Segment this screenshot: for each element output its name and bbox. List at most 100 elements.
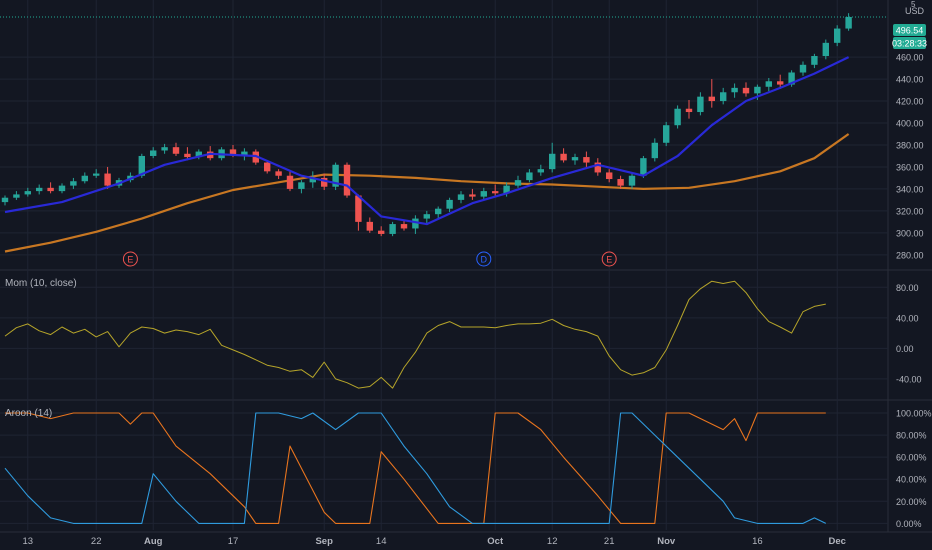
dividend-marker-label: D — [481, 255, 488, 265]
candle-body — [663, 125, 670, 143]
candle-body — [264, 162, 271, 172]
dividend-marker-circle — [476, 251, 492, 267]
candle-body — [138, 155, 145, 176]
grid-layer — [0, 0, 932, 533]
fast-ma-layer — [4, 56, 850, 226]
aroon-layer — [4, 412, 827, 524]
price-y-tick-label: 380.00 — [896, 140, 924, 150]
candle-body — [195, 151, 202, 158]
candle-body — [332, 164, 339, 187]
candle-body — [708, 96, 715, 102]
x-tick-label: Sep — [315, 536, 333, 547]
candle-body — [423, 214, 430, 219]
candle-body — [514, 180, 522, 186]
candle-body — [70, 181, 77, 186]
candle-body — [1, 197, 9, 203]
candle-body — [754, 86, 761, 94]
aroon-down-line — [4, 412, 827, 524]
candle-body — [378, 230, 385, 234]
slow-ma-layer — [4, 133, 850, 253]
earnings-event-marker: E — [601, 251, 617, 267]
candle-body — [36, 187, 43, 192]
candle-body — [583, 157, 590, 163]
candle-body — [606, 172, 613, 180]
last-price-value: 496.54 — [896, 26, 924, 36]
slow-moving-average-line — [4, 133, 850, 253]
candle-body — [617, 179, 624, 186]
candle-body — [229, 149, 237, 155]
candle-body — [503, 185, 510, 194]
x-tick-label: 12 — [547, 536, 558, 547]
scale-mark: 5 — [911, 0, 916, 9]
candle-body — [343, 164, 351, 196]
candle-body — [275, 171, 282, 176]
price-y-tick-label: 420.00 — [896, 97, 924, 107]
aroon-y-tick-label: 0.00% — [896, 519, 922, 529]
candle-body — [286, 175, 294, 189]
candle-body — [309, 177, 316, 183]
candle-body — [161, 147, 168, 151]
momentum-y-tick-label: -40.00 — [896, 374, 922, 384]
candle-body — [172, 147, 180, 154]
price-y-tick-label: 460.00 — [896, 53, 924, 63]
earnings-marker-circle — [601, 251, 617, 267]
x-tick-label: 21 — [604, 536, 615, 547]
candle-body — [389, 224, 396, 234]
dividend-event-marker: D — [476, 251, 492, 267]
candle-body — [799, 64, 807, 73]
x-tick-label: 16 — [752, 536, 763, 547]
candle-body — [549, 153, 556, 170]
aroon-pane-label: Aroon (14) — [5, 408, 52, 419]
x-tick-label: Oct — [487, 536, 504, 547]
bar-countdown-badge: 03:28:33 — [892, 37, 927, 49]
price-y-tick-label: 280.00 — [896, 250, 924, 260]
x-tick-label: 14 — [376, 536, 387, 547]
price-y-tick-label: 360.00 — [896, 162, 924, 172]
candle-body — [537, 169, 544, 173]
candle-body — [822, 42, 829, 57]
candle-body — [571, 157, 579, 161]
candle-body — [321, 177, 328, 187]
candle-body — [720, 92, 727, 102]
candle-body — [811, 56, 818, 65]
candle-body — [742, 87, 750, 94]
x-tick-label: 17 — [228, 536, 239, 547]
candle-body — [731, 87, 738, 93]
candle-body — [469, 194, 476, 197]
axis-layer: 280.00 300.00 320.00 340.00 360.00 380.00 400.… — [23, 53, 932, 547]
candle-body — [765, 81, 772, 87]
price-y-tick-label: 400.00 — [896, 119, 924, 129]
candle-body — [47, 187, 54, 192]
candle-body — [400, 224, 408, 229]
momentum-layer — [4, 280, 826, 389]
x-tick-label: 13 — [23, 536, 34, 547]
candle-body — [58, 185, 66, 192]
candle-body — [355, 195, 362, 222]
x-tick-label: Dec — [828, 536, 845, 547]
momentum-line — [4, 280, 826, 389]
x-tick-label: 22 — [91, 536, 102, 547]
candle-body — [104, 173, 111, 186]
candle-body — [366, 221, 373, 231]
x-tick-label: Aug — [144, 536, 163, 547]
candle-body — [446, 199, 453, 209]
aroon-y-tick-label: 100.00% — [896, 409, 932, 419]
aroon-y-tick-label: 80.00% — [896, 431, 927, 441]
candle-body — [81, 175, 88, 182]
candle-body — [298, 182, 305, 189]
momentum-pane-label: Mom (10, close) — [5, 278, 77, 289]
earnings-marker-circle — [122, 251, 138, 267]
price-y-tick-label: 440.00 — [896, 75, 924, 85]
earnings-marker-label: E — [127, 255, 133, 265]
candle-body — [594, 162, 601, 173]
fast-moving-average-line — [4, 56, 850, 226]
candle-body — [24, 191, 31, 195]
candle-body — [685, 108, 693, 113]
candle-layer — [1, 13, 852, 237]
aroon-up-line — [5, 412, 826, 524]
candle-body — [150, 150, 157, 156]
aroon-y-tick-label: 20.00% — [896, 497, 927, 507]
bar-countdown-value: 03:28:33 — [892, 39, 927, 49]
